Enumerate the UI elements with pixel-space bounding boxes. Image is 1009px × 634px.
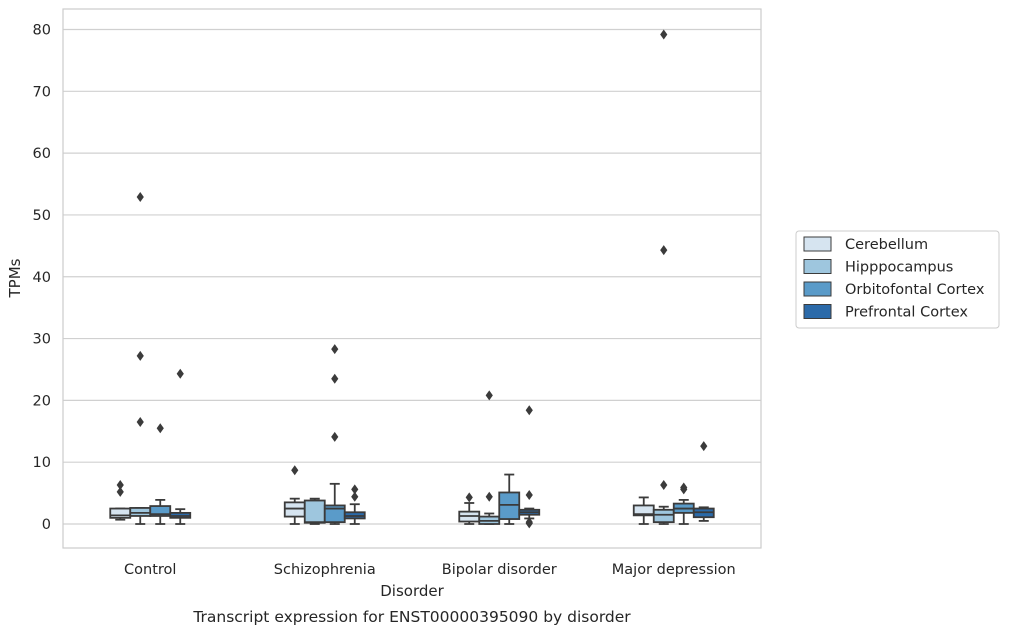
legend-swatch [803, 259, 832, 274]
box-2-3 [478, 390, 501, 525]
box-2-4 [652, 29, 675, 525]
outlier-point [351, 484, 359, 495]
box-1-3 [458, 492, 481, 525]
y-axis-ticks: 0 10 20 30 40 50 60 70 80 [33, 23, 51, 534]
y-axis-label: TPMs [6, 258, 24, 298]
outlier-point [331, 431, 339, 442]
outlier-point [136, 417, 144, 428]
outlier-point [525, 489, 533, 500]
box-body [149, 505, 172, 517]
box-4-2 [343, 484, 366, 525]
x-tick-label: Schizophrenia [274, 562, 376, 578]
x-tick-label: Bipolar disorder [442, 562, 557, 578]
outlier-point [291, 465, 299, 476]
outlier-point [331, 344, 339, 355]
gridlines [63, 28, 761, 525]
box-1-4 [632, 496, 655, 525]
outlier-point [136, 350, 144, 361]
y-tick-label: 0 [42, 517, 51, 533]
outlier-point [465, 492, 473, 503]
box-series [109, 29, 715, 529]
y-tick-label: 60 [33, 146, 51, 162]
outlier-point [700, 441, 708, 452]
y-tick-label: 70 [33, 84, 51, 100]
outlier-point [525, 517, 533, 528]
legend-label: Hipppocampus [845, 260, 953, 276]
box-3-4 [672, 482, 695, 525]
outlier-point [525, 405, 533, 416]
x-tick-label: Control [124, 562, 176, 578]
outlier-point [660, 245, 668, 256]
y-tick-label: 30 [33, 332, 51, 348]
outlier-point [136, 192, 144, 203]
outlier-point [485, 390, 493, 401]
legend-swatch [803, 281, 832, 297]
box-4-4 [692, 441, 715, 522]
outlier-point [485, 491, 493, 502]
y-tick-label: 40 [33, 270, 51, 286]
box-1-1 [109, 480, 132, 521]
y-tick-label: 80 [33, 23, 51, 39]
box-body [283, 501, 306, 518]
box-body [129, 507, 152, 517]
box-4-1 [169, 368, 192, 525]
box-body [109, 507, 132, 519]
box-3-2 [323, 344, 346, 525]
outlier-point [116, 480, 124, 491]
legend: Cerebellum Hipppocampus Orbitofontal Corte… [795, 230, 1000, 329]
box-2-1 [129, 192, 152, 525]
legend-frame [795, 230, 1000, 329]
outlier-point [680, 482, 688, 493]
chart-title: Transcript expression for ENST0000039509… [192, 608, 631, 626]
outlier-point [176, 368, 184, 379]
x-axis-ticks: Control Schizophrenia Bipolar disorder Majo… [124, 562, 736, 578]
outlier-point [660, 29, 668, 40]
y-tick-label: 10 [33, 455, 51, 471]
outlier-point [156, 423, 164, 434]
legend-label: Cerebellum [845, 237, 928, 253]
legend-label: Orbitofontal Cortex [845, 282, 985, 298]
y-tick-label: 20 [33, 393, 51, 409]
box-body [652, 508, 675, 524]
y-tick-label: 50 [33, 208, 51, 224]
legend-swatch [803, 304, 832, 319]
outlier-point [351, 491, 359, 502]
x-tick-label: Major depression [612, 562, 736, 578]
box-4-3 [518, 405, 541, 529]
outlier-point [116, 486, 124, 497]
plot-frame [62, 8, 762, 549]
legend-swatch [803, 236, 832, 252]
box-1-2 [283, 465, 306, 525]
legend-label: Prefrontal Cortex [845, 305, 968, 321]
box-body [303, 499, 326, 524]
outlier-point [331, 373, 339, 384]
box-3-3 [498, 473, 521, 525]
x-axis-label: Disorder [380, 582, 444, 600]
box-body [498, 491, 521, 520]
box-3-1 [149, 423, 172, 525]
box-2-2 [303, 497, 326, 525]
outlier-point [660, 480, 668, 491]
